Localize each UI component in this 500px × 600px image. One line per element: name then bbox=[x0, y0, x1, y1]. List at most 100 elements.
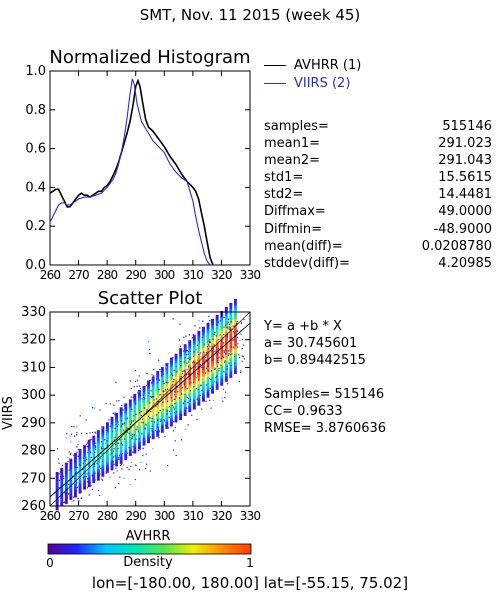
density-cell bbox=[174, 417, 178, 420]
density-cell bbox=[197, 381, 201, 383]
scatter-point bbox=[218, 339, 220, 341]
scatter-point bbox=[153, 375, 155, 377]
density-cell bbox=[133, 438, 137, 440]
scatter-point bbox=[80, 490, 82, 492]
scatter-point bbox=[171, 378, 173, 380]
density-cell bbox=[119, 447, 123, 449]
density-cell bbox=[128, 439, 132, 441]
density-cell bbox=[192, 391, 196, 393]
density-cell bbox=[234, 331, 237, 333]
density-cell bbox=[206, 368, 210, 371]
density-cell bbox=[87, 451, 91, 454]
scatter-point bbox=[211, 350, 213, 352]
scatter-point bbox=[86, 459, 88, 461]
scatter-point bbox=[95, 448, 97, 450]
density-cell bbox=[183, 344, 187, 346]
density-cell bbox=[188, 343, 192, 345]
density-cell bbox=[138, 422, 141, 424]
scatter-point bbox=[227, 328, 229, 330]
scatter-point bbox=[175, 454, 177, 456]
density-cell bbox=[147, 432, 150, 434]
density-cell bbox=[165, 421, 169, 423]
scatter-point bbox=[232, 339, 234, 341]
scatter-point bbox=[101, 445, 104, 447]
scatter-point bbox=[198, 354, 200, 356]
density-cell bbox=[192, 378, 196, 381]
scatter-point bbox=[75, 493, 77, 495]
scatter-point bbox=[151, 382, 153, 384]
scatter-point bbox=[212, 338, 214, 340]
density-cell bbox=[133, 435, 137, 437]
scatter-point bbox=[196, 344, 199, 346]
density-cell bbox=[64, 479, 68, 481]
density-cell bbox=[96, 437, 100, 440]
density-cell bbox=[170, 382, 173, 384]
scatter-point bbox=[183, 382, 185, 384]
scatter-point bbox=[77, 497, 79, 499]
scatter-point bbox=[80, 497, 82, 500]
scatter-point bbox=[223, 342, 225, 344]
density-cell bbox=[165, 398, 169, 400]
scatter-point bbox=[106, 444, 108, 446]
scatter-point bbox=[65, 485, 67, 487]
scatter-point bbox=[73, 496, 75, 498]
density-cell bbox=[206, 350, 210, 352]
density-cell bbox=[160, 391, 164, 394]
density-cell bbox=[147, 423, 150, 425]
scatter-point bbox=[153, 421, 155, 423]
scatter-point bbox=[173, 394, 175, 396]
density-cell bbox=[92, 461, 96, 464]
density-cell bbox=[106, 428, 109, 431]
density-cell bbox=[224, 354, 228, 356]
density-cell bbox=[192, 398, 196, 401]
density-cell bbox=[170, 366, 173, 369]
density-cell bbox=[110, 416, 114, 419]
density-cell bbox=[211, 341, 214, 344]
density-cell bbox=[229, 365, 233, 368]
scatter-point bbox=[113, 404, 115, 406]
scatter-point bbox=[85, 456, 87, 458]
density-cell bbox=[183, 376, 187, 378]
density-cell bbox=[234, 349, 237, 351]
scatter-point bbox=[101, 427, 103, 429]
scatter-point bbox=[76, 432, 78, 434]
density-cell bbox=[229, 341, 233, 343]
density-cell bbox=[55, 482, 59, 485]
scatter-point bbox=[93, 438, 95, 440]
scatter-point bbox=[75, 456, 77, 458]
density-cell bbox=[142, 399, 146, 402]
scatter-point bbox=[159, 418, 161, 420]
density-cell bbox=[220, 359, 224, 362]
density-cell bbox=[124, 404, 128, 407]
density-cell bbox=[202, 378, 205, 381]
scatter-point bbox=[171, 400, 173, 402]
density-cell bbox=[220, 333, 224, 336]
scatter-point bbox=[58, 487, 60, 489]
scatter-point bbox=[87, 451, 89, 453]
density-cell bbox=[183, 403, 187, 406]
density-cell bbox=[229, 313, 233, 316]
scatter-y-tick-label: 310 bbox=[21, 360, 46, 375]
density-cell bbox=[115, 428, 118, 430]
density-cell bbox=[78, 479, 82, 482]
density-cell bbox=[165, 387, 169, 390]
density-cell bbox=[96, 457, 100, 460]
scatter-point bbox=[113, 439, 115, 441]
scatter-point bbox=[183, 370, 185, 372]
density-cell bbox=[197, 359, 201, 362]
density-cell bbox=[192, 400, 196, 402]
density-cell bbox=[64, 485, 68, 488]
density-cell bbox=[183, 409, 187, 412]
density-cell bbox=[174, 379, 178, 382]
scatter-point bbox=[167, 374, 169, 376]
scatter-point bbox=[77, 455, 79, 457]
density-cell bbox=[101, 449, 105, 451]
density-cell bbox=[197, 385, 201, 388]
density-cell bbox=[188, 367, 192, 370]
scatter-point bbox=[188, 373, 191, 375]
density-cell bbox=[60, 501, 64, 504]
density-cell bbox=[234, 332, 237, 335]
scatter-point bbox=[241, 347, 243, 350]
density-cell bbox=[69, 470, 73, 473]
scatter-point bbox=[200, 356, 203, 358]
